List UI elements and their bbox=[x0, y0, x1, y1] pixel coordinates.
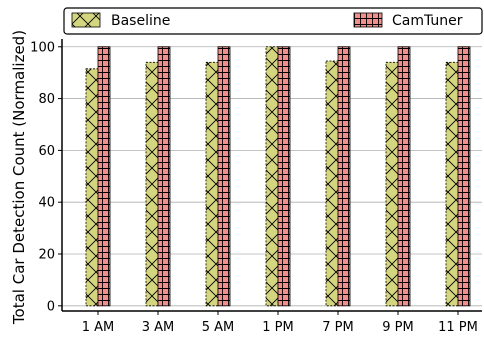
legend-label-camtuner: CamTuner bbox=[392, 13, 463, 29]
bar-hatch-baseline-5 bbox=[385, 61, 399, 307]
bar-hatch-baseline-6 bbox=[445, 61, 459, 307]
bar-hatch-baseline-0 bbox=[85, 68, 99, 307]
bar-hatch-camtuner-0 bbox=[97, 46, 111, 307]
x-tick-label-6: 11 PM bbox=[438, 320, 478, 335]
x-tick-label-2: 5 AM bbox=[202, 320, 235, 335]
y-tick-label-40: 40 bbox=[38, 196, 55, 211]
bar-hatch-camtuner-4 bbox=[337, 46, 351, 307]
y-tick-label-60: 60 bbox=[38, 144, 55, 159]
legend-swatch-baseline-hatch bbox=[72, 13, 100, 27]
axis-layer: 0 20 40 60 80 100 1 AM 3 AM 5 AM 1 PM 7 PM 9 PM 11 P… bbox=[30, 39, 482, 335]
legend-item-camtuner: CamTuner bbox=[353, 12, 463, 29]
x-tick-label-0: 1 AM bbox=[82, 320, 115, 335]
bar-layer bbox=[85, 46, 471, 307]
bar-hatch-baseline-4 bbox=[325, 60, 339, 307]
bar-hatch-camtuner-1 bbox=[157, 46, 171, 307]
legend-label-baseline: Baseline bbox=[111, 13, 170, 29]
y-tick-label-20: 20 bbox=[38, 248, 55, 263]
bar-hatch-baseline-3 bbox=[265, 46, 279, 307]
bar-hatch-camtuner-5 bbox=[397, 46, 411, 307]
y-axis-label: Total Car Detection Count (Normalized) bbox=[10, 30, 28, 325]
bar-hatch-baseline-1 bbox=[145, 61, 159, 307]
bar-hatch-camtuner-3 bbox=[277, 46, 291, 307]
x-tick-label-5: 9 PM bbox=[382, 320, 413, 335]
bar-hatch-baseline-2 bbox=[205, 61, 219, 307]
legend-swatch-camtuner-hatch bbox=[354, 13, 382, 27]
y-tick-label-80: 80 bbox=[38, 92, 55, 107]
bar-hatch-camtuner-6 bbox=[457, 46, 471, 307]
bar-hatch-camtuner-2 bbox=[217, 46, 231, 307]
y-tick-label-100: 100 bbox=[30, 40, 55, 55]
x-tick-label-4: 7 PM bbox=[322, 320, 353, 335]
y-tick-label-0: 0 bbox=[47, 299, 55, 314]
legend-item-baseline: Baseline bbox=[71, 12, 170, 29]
x-tick-label-1: 3 AM bbox=[142, 320, 175, 335]
legend: Baseline CamTuner bbox=[63, 7, 483, 35]
x-tick-label-3: 1 PM bbox=[262, 320, 293, 335]
